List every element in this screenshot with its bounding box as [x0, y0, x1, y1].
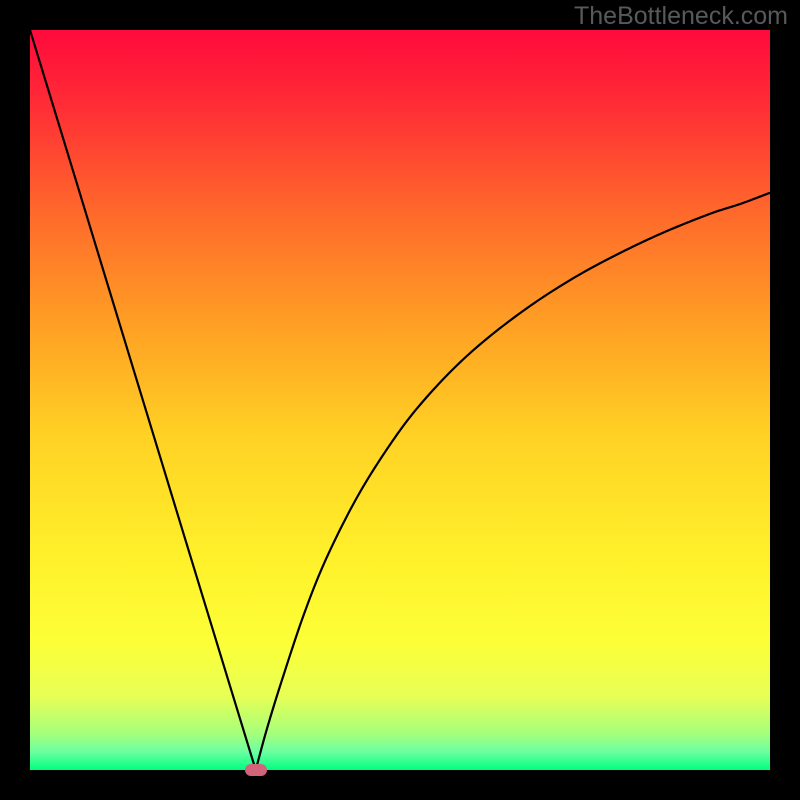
watermark-text: TheBottleneck.com	[574, 2, 788, 31]
gradient-plot-area	[30, 30, 770, 770]
minimum-marker	[245, 764, 267, 776]
chart-root: TheBottleneck.com	[0, 0, 800, 800]
chart-svg	[0, 0, 800, 800]
